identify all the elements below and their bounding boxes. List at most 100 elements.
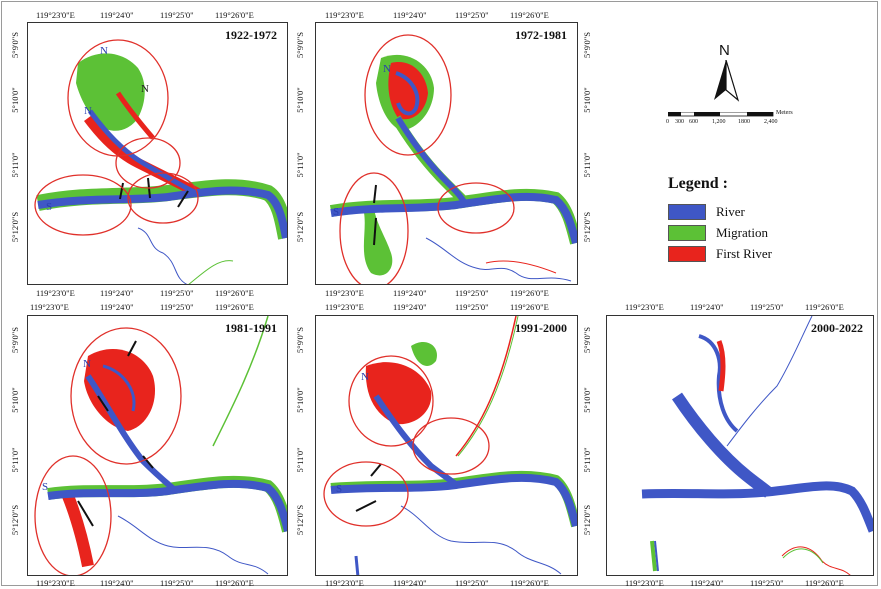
lon-label: 119°24'0" [690, 578, 724, 588]
lon-label: 119°24'0" [100, 302, 134, 312]
migration-arrow [177, 190, 189, 208]
tributary [212, 316, 269, 447]
lon-label: 119°26'0"E [510, 288, 549, 298]
scale-tick: 0 [666, 119, 669, 125]
lon-label: 119°26'0"E [215, 302, 254, 312]
migration-channel [650, 540, 657, 572]
map-panel-1972-1981: 1972-1981 N S [315, 22, 578, 285]
lat-label: 5°12'0"S [582, 211, 592, 243]
legend-title: Legend : [668, 175, 728, 192]
river-channel [672, 392, 773, 498]
focus-ellipse [348, 355, 434, 447]
tributary [455, 316, 517, 457]
lat-label: 5°11'0" [295, 152, 305, 178]
lon-label: 119°23'0"E [325, 578, 364, 588]
panel-title: 1991-2000 [515, 321, 567, 335]
lon-label: 119°25'0" [455, 302, 489, 312]
south-label: S [42, 481, 49, 493]
map-canvas [34, 39, 287, 284]
lat-label: 5°12'0"S [10, 211, 20, 243]
lon-label: 119°23'0"E [625, 302, 664, 312]
north-arrow: N [710, 42, 742, 102]
tributary [485, 260, 557, 274]
river-channel [85, 374, 178, 494]
focus-ellipse [339, 172, 409, 284]
lat-label: 5°9'0"S [10, 327, 20, 353]
focus-ellipse [34, 174, 132, 236]
lon-label: 119°25'0" [160, 302, 194, 312]
lon-label: 119°25'0" [455, 288, 489, 298]
lon-label: 119°23'0"E [625, 578, 664, 588]
lon-label: 119°26'0"E [215, 578, 254, 588]
lon-label: 119°23'0"E [30, 302, 69, 312]
map-panel-1981-1991: 1981-1991 N S [27, 315, 288, 576]
river-channel [47, 479, 287, 533]
river-channel [698, 334, 739, 433]
tributary [137, 227, 188, 284]
focus-ellipse [437, 182, 515, 234]
lon-label: 119°26'0"E [510, 578, 549, 588]
river-channel [330, 473, 577, 528]
legend-swatch [668, 225, 706, 241]
scale-tick: 600 [689, 119, 698, 125]
tributary [425, 237, 572, 282]
scale-unit: Meters [776, 110, 793, 116]
migration-arrow [119, 182, 124, 200]
lat-label: 5°9'0"S [582, 327, 592, 353]
river-channel [354, 555, 360, 575]
map-panel-1922-1972: 1922-1972 N N N S [27, 22, 288, 285]
map-panel-2000-2022: 2000-2022 [606, 315, 874, 576]
lon-label: 119°23'0"E [36, 10, 75, 20]
north-label: N [141, 83, 149, 95]
lat-label: 5°11'0" [295, 447, 305, 473]
lat-label: 5°11'0" [582, 152, 592, 178]
lon-label: 119°24'0" [100, 288, 134, 298]
legend-item-migration: Migration [668, 225, 768, 241]
lon-label: 119°24'0" [100, 10, 134, 20]
map-canvas [329, 34, 577, 284]
lat-label: 5°12'0"S [582, 504, 592, 536]
migration-arrow [97, 395, 109, 412]
migration-arrow [370, 463, 382, 477]
migration-arrow [373, 184, 377, 204]
focus-ellipse [127, 172, 199, 224]
lon-label: 119°24'0" [393, 302, 427, 312]
legend-label: Migration [716, 225, 768, 240]
north-label: N [383, 63, 391, 75]
lon-label: 119°26'0"E [805, 302, 844, 312]
lat-label: 5°9'0"S [295, 327, 305, 353]
lat-label: 5°12'0"S [295, 211, 305, 243]
focus-ellipse [67, 39, 169, 157]
lon-label: 119°25'0" [160, 10, 194, 20]
lon-label: 119°26'0"E [510, 10, 549, 20]
lat-label: 5°9'0"S [582, 32, 592, 58]
lat-label: 5°11'0" [10, 447, 20, 473]
migration-area [411, 341, 437, 366]
lat-label: 5°12'0"S [295, 504, 305, 536]
lon-label: 119°23'0"E [325, 10, 364, 20]
first-river-area [365, 362, 432, 425]
lat-label: 5°11'0" [10, 152, 20, 178]
river-channel [395, 71, 420, 116]
scale-tick: 300 [675, 119, 684, 125]
lon-label: 119°26'0"E [215, 288, 254, 298]
lon-label: 119°25'0" [750, 578, 784, 588]
migration-arrow [127, 340, 137, 357]
first-river-channel [115, 91, 155, 140]
lon-label: 119°24'0" [393, 288, 427, 298]
river-channel [87, 109, 202, 198]
legend-label: First River [716, 246, 772, 261]
lon-label: 119°25'0" [750, 302, 784, 312]
south-label: S [333, 206, 340, 218]
north-arrow-icon [714, 60, 740, 102]
lat-label: 5°11'0" [582, 447, 592, 473]
lat-label: 5°10'0" [295, 87, 305, 113]
focus-ellipse [70, 327, 182, 465]
lat-label: 5°9'0"S [10, 32, 20, 58]
lon-label: 119°26'0"E [215, 10, 254, 20]
legend-item-river: River [668, 204, 745, 220]
north-label: N [100, 45, 108, 57]
scale-bar: 0 300 600 1,200 1800 2,400 Meters [666, 108, 806, 130]
migration-arrow [355, 500, 377, 512]
south-label: S [336, 483, 343, 495]
